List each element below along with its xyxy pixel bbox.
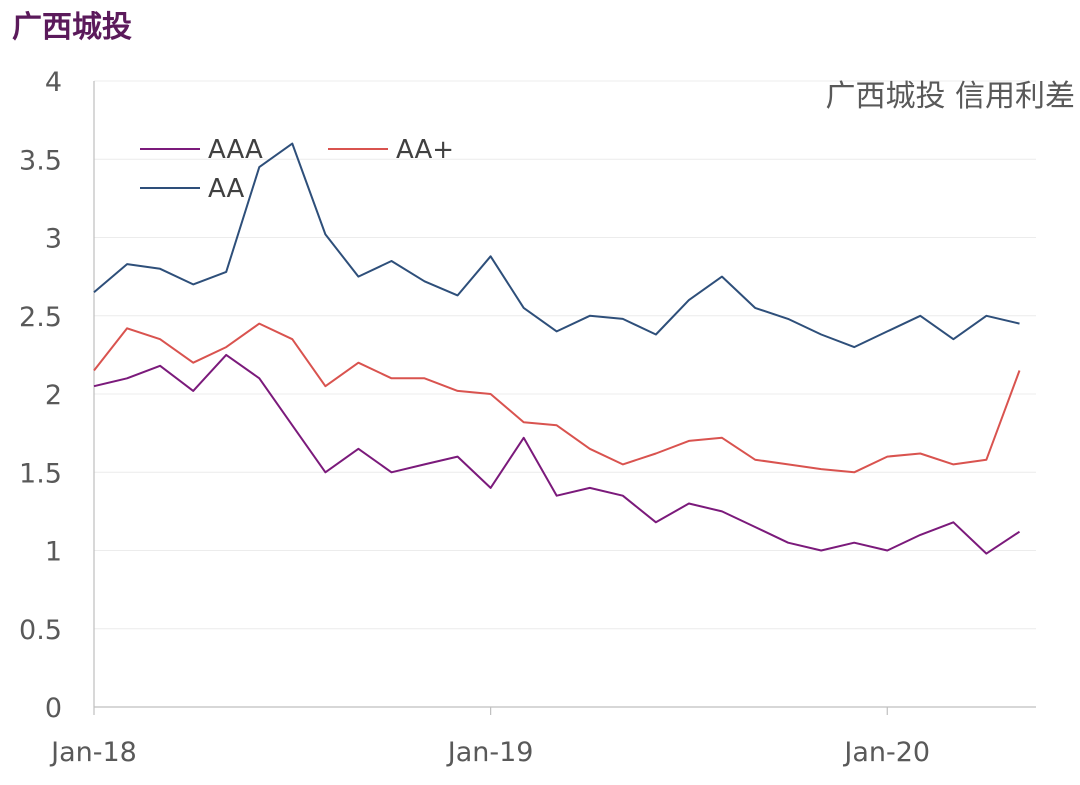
series-lines [93, 142, 1021, 555]
legend-label: AAA [208, 135, 263, 165]
y-tick-label: 4 [45, 67, 62, 98]
y-tick-label: 1 [45, 537, 62, 568]
x-tick-label: Jan-20 [842, 737, 930, 768]
x-tick-label: Jan-18 [49, 737, 137, 768]
x-tick-labels: Jan-18 Jan-19 Jan-20 [49, 737, 930, 768]
axes [93, 81, 1036, 715]
legend: AAA AA+ AA [140, 135, 454, 204]
legend-label: AA [208, 174, 245, 204]
x-tick-label: Jan-19 [446, 737, 534, 768]
series-line-aa-plus [93, 322, 1021, 474]
y-tick-label: 1.5 [19, 458, 62, 489]
page-title: 广西城投 [12, 10, 132, 45]
y-tick-label: 2.5 [19, 302, 62, 333]
series-line-aaa [93, 353, 1021, 555]
chart-title: 广西城投 信用利差 [825, 79, 1075, 114]
y-tick-label: 0 [45, 693, 62, 724]
y-tick-labels: 0 0.5 1 1.5 2 2.5 3 3.5 4 [19, 67, 62, 724]
legend-label: AA+ [396, 135, 454, 165]
gridlines [94, 80, 1036, 630]
y-tick-label: 3.5 [19, 145, 62, 176]
y-tick-label: 3 [45, 224, 62, 255]
series-line-aa [93, 142, 1020, 349]
y-tick-label: 2 [45, 380, 62, 411]
y-tick-label: 0.5 [19, 615, 62, 646]
